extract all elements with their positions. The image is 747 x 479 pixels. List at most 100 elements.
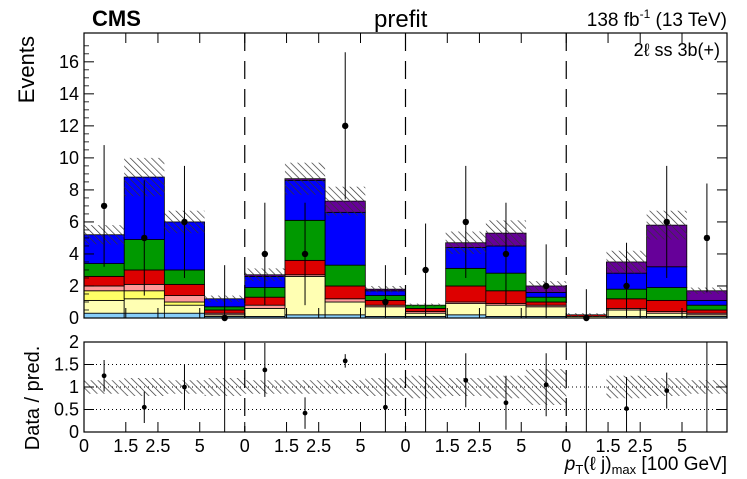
- ratio-uncertainty-band: [124, 378, 165, 396]
- y-tick-label: 2: [69, 276, 79, 296]
- ratio-point: [463, 377, 469, 383]
- y-tick-label: 12: [59, 116, 79, 136]
- ratio-point: [141, 404, 147, 410]
- stack-bar-lightyellow: [163, 304, 205, 314]
- stack-bar-red: [686, 309, 728, 314]
- y-tick-label: 10: [59, 148, 79, 168]
- ratio-point: [182, 384, 187, 390]
- stack-bar-blue: [324, 211, 366, 266]
- ratio-y-axis-title: Data / pred.: [22, 346, 44, 451]
- stack-bar-lightyellow: [646, 312, 688, 317]
- x-axis-title-unit: [100 GeV]: [636, 454, 727, 475]
- status-label: prefit: [374, 6, 428, 33]
- ratio-plot: 00.511.520 1.5 2.5 5 0 1.5 2.5 5 0 1.5 2.5 5 0 1.5 2.5…: [54, 332, 728, 456]
- x-tick-label: 1.5: [113, 436, 138, 456]
- stack-bar-red: [324, 285, 366, 300]
- stack-bar-lightblue: [83, 312, 125, 319]
- stack-bar-lightyellow: [485, 304, 527, 317]
- stack-bar-lightyellow: [244, 307, 286, 317]
- data-point: [703, 234, 711, 242]
- stack-bar-red: [83, 275, 125, 287]
- data-point: [301, 250, 309, 258]
- stack-bar-green: [646, 287, 688, 301]
- data-point: [462, 218, 469, 226]
- ratio-point: [302, 410, 308, 416]
- y-tick-label: 0: [69, 308, 79, 328]
- ratio-point: [262, 367, 268, 373]
- stack-bar-red: [445, 285, 487, 303]
- x-tick-label: 0: [400, 436, 410, 456]
- ratio-point: [383, 404, 388, 410]
- lumi-exponent: -1: [640, 7, 651, 21]
- x-tick-label: 5: [677, 436, 687, 456]
- stack-bar-lightblue: [163, 312, 205, 319]
- x-tick-label: 0: [561, 436, 571, 456]
- ratio-y-tick-label: 0.5: [54, 400, 79, 420]
- x-tick-label: 0: [79, 436, 89, 456]
- y-tick-label: 6: [69, 212, 79, 232]
- x-tick-label: 1.5: [435, 436, 460, 456]
- experiment-label: CMS: [92, 6, 141, 31]
- x-tick-label: 2.5: [628, 436, 653, 456]
- y-tick-label: 8: [69, 180, 79, 200]
- data-point: [382, 298, 389, 306]
- ratio-point: [342, 358, 348, 364]
- stack-bar-pink: [83, 285, 125, 292]
- ratio-y-tick-label: 0: [69, 422, 79, 442]
- x-tick-label: 5: [195, 436, 205, 456]
- stack-bar-blue: [686, 299, 728, 306]
- uncertainty-band: [284, 162, 326, 195]
- ratio-uncertainty-band: [284, 380, 326, 394]
- data-point: [342, 122, 349, 130]
- stack-bar-red: [163, 283, 205, 296]
- ratio-point: [503, 400, 509, 406]
- data-point: [261, 250, 269, 258]
- y-tick-label: 14: [59, 84, 79, 104]
- x-tick-label: 1.5: [274, 436, 299, 456]
- stack-bar-green: [324, 264, 366, 287]
- stack-bar-pink: [244, 304, 286, 309]
- x-tick-label: 1.5: [596, 436, 621, 456]
- stack-bar-red: [646, 299, 688, 312]
- y-tick-label: 16: [59, 52, 79, 72]
- ratio-uncertainty-band: [325, 380, 366, 394]
- category-label: 2ℓ ss 3b(+): [634, 40, 720, 60]
- ratio-y-tick-label: 1.5: [54, 355, 79, 375]
- y-tick-label: 4: [69, 244, 79, 264]
- ratio-point: [624, 406, 629, 411]
- stack-bar-pink: [324, 298, 366, 303]
- ratio-point: [664, 388, 670, 393]
- stack-bar-yellow: [83, 290, 125, 301]
- x-axis-title-p: p: [564, 454, 576, 475]
- data-point: [623, 282, 630, 290]
- x-tick-label: 2.5: [467, 436, 492, 456]
- lumi-main: 138 fb: [587, 10, 640, 31]
- x-axis-title-sub2: max: [612, 462, 637, 477]
- x-tick-label: 5: [516, 436, 526, 456]
- stack-bar-yellow: [163, 301, 205, 306]
- data-point: [502, 250, 510, 258]
- x-tick-label: 0: [240, 436, 250, 456]
- ratio-point: [543, 382, 549, 388]
- stack-bar-lightyellow: [324, 301, 366, 316]
- x-tick-label: 2.5: [306, 436, 331, 456]
- data-point: [100, 202, 108, 210]
- data-point: [422, 266, 429, 274]
- data-point: [141, 234, 148, 242]
- lumi-energy: (13 TeV): [650, 10, 727, 31]
- x-axis-title-sub: T: [575, 462, 583, 477]
- ratio-point: [101, 373, 107, 379]
- ratio-y-tick-label: 2: [69, 332, 79, 352]
- lumi-label: 138 fb-1 (13 TeV): [587, 7, 727, 31]
- data-point: [663, 218, 670, 226]
- x-tick-label: 2.5: [145, 436, 170, 456]
- stack-bar-lightyellow: [83, 299, 125, 314]
- main-plot: 0 2 4 6 8 10 12 14 16: [59, 32, 728, 328]
- x-axis-title-main: (ℓ j): [583, 454, 611, 475]
- data-point: [181, 218, 188, 226]
- data-point: [542, 282, 550, 290]
- stack-bar-pink: [163, 295, 205, 303]
- ratio-y-tick-label: 1: [69, 377, 79, 397]
- x-tick-label: 5: [355, 436, 365, 456]
